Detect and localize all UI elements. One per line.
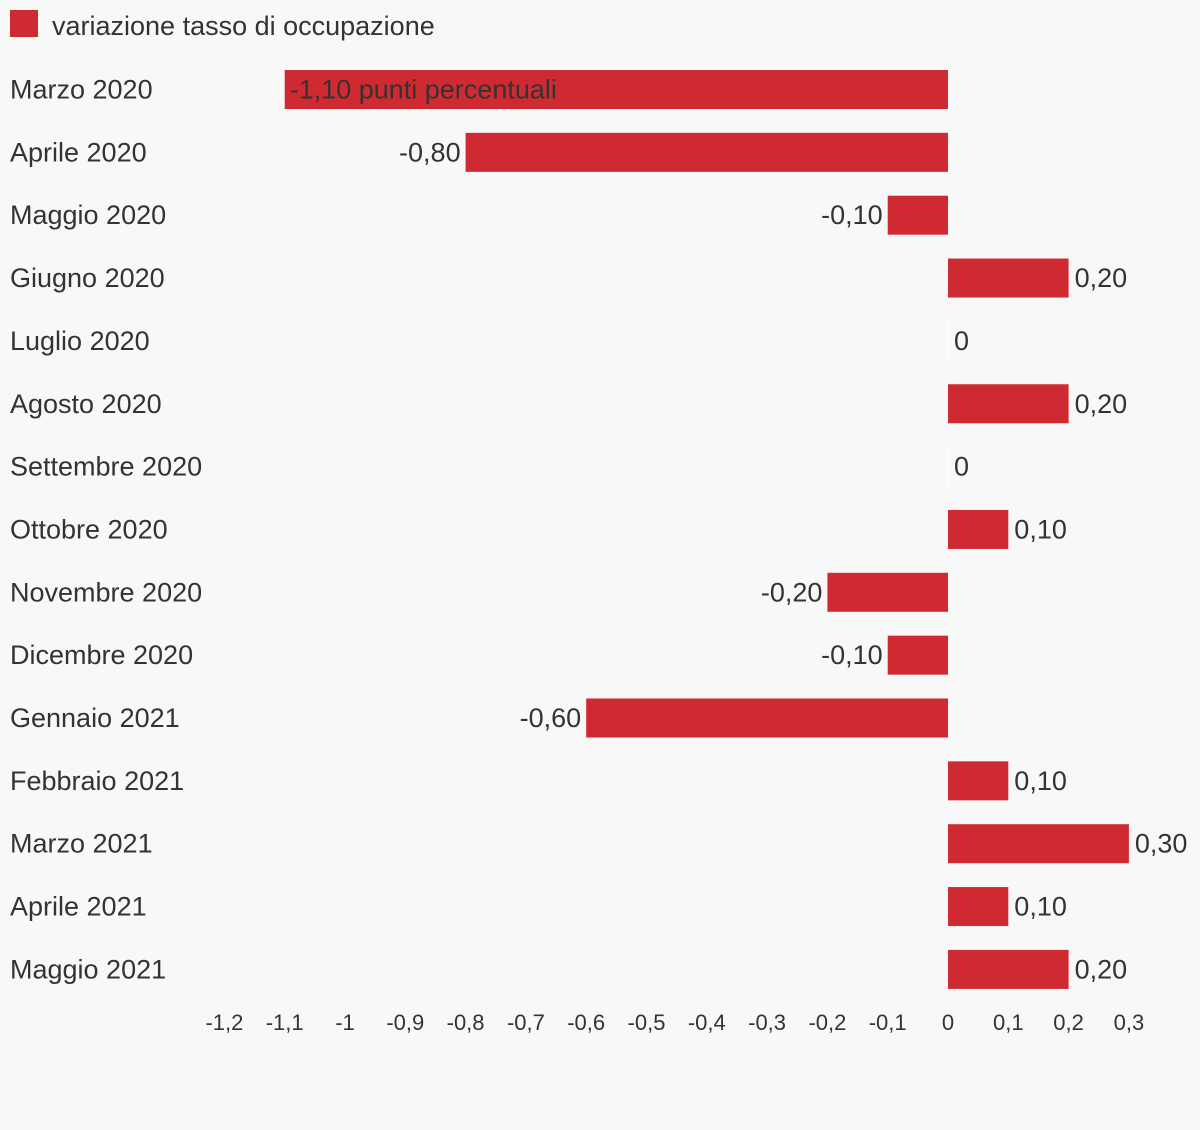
bar [947,321,949,361]
legend: variazione tasso di occupazione [10,10,435,41]
x-tick-label: -0,6 [567,1010,605,1035]
category-label: Ottobre 2020 [10,514,168,544]
value-label: 0,30 [1135,829,1188,859]
category-label: Luglio 2020 [10,326,150,356]
value-label: -0,20 [761,577,823,607]
bars [284,70,1129,989]
x-tick-label: -1,1 [266,1010,304,1035]
x-tick-label: 0,3 [1114,1010,1145,1035]
bar [948,384,1069,424]
category-label: Dicembre 2020 [10,640,193,670]
x-tick-label: 0,2 [1053,1010,1084,1035]
value-label: 0,20 [1075,954,1128,984]
legend-swatch [10,10,38,37]
value-label: 0,20 [1075,263,1128,293]
value-label: -0,10 [821,200,883,230]
bar [948,824,1129,864]
category-label: Settembre 2020 [10,452,202,482]
bar [887,635,948,675]
bar [948,949,1069,989]
category-labels: Marzo 2020 Aprile 2020 Maggio 2020 Giugno 2… [10,75,202,985]
bar [948,887,1009,927]
bar [586,698,948,738]
category-label: Agosto 2020 [10,389,162,419]
x-tick-label: -0,1 [869,1010,907,1035]
bar [947,447,949,487]
bar [948,761,1009,801]
x-tick-label: -0,7 [507,1010,545,1035]
category-label: Maggio 2021 [10,954,166,984]
value-label: 0,10 [1014,892,1067,922]
x-tick-label: -0,9 [386,1010,424,1035]
bar [465,132,948,172]
bar [827,572,948,612]
x-tick-label: -0,3 [748,1010,786,1035]
x-axis-ticks: -1,2 -1,1 -1 -0,9 -0,8 -0,7 -0,6 -0,5 -0,4 -0,3 -0… [205,1010,1144,1035]
category-label: Aprile 2021 [10,892,147,922]
value-label: -1,10 punti percentuali [290,75,557,105]
value-label: 0,10 [1014,514,1067,544]
value-label: 0 [954,326,969,356]
category-label: Novembre 2020 [10,577,202,607]
x-tick-label: -0,2 [808,1010,846,1035]
value-label: -0,10 [821,640,883,670]
value-label: 0,10 [1014,766,1067,796]
bar [887,195,948,235]
x-tick-label: 0 [942,1010,954,1035]
x-tick-label: 0,1 [993,1010,1024,1035]
x-tick-label: -0,8 [447,1010,485,1035]
value-label: 0 [954,452,969,482]
category-label: Marzo 2020 [10,75,153,105]
category-label: Febbraio 2021 [10,766,184,796]
value-label: 0,20 [1075,389,1128,419]
category-label: Aprile 2020 [10,137,147,167]
category-label: Giugno 2020 [10,263,165,293]
x-tick-label: -0,4 [688,1010,726,1035]
value-label: -0,60 [520,703,582,733]
value-label: -0,80 [399,137,461,167]
x-tick-label: -0,5 [628,1010,666,1035]
bar [948,509,1009,549]
category-label: Gennaio 2021 [10,703,180,733]
x-tick-label: -1,2 [205,1010,243,1035]
category-label: Marzo 2021 [10,829,153,859]
value-labels: -1,10 punti percentuali -0,80 -0,10 0,20 0 0,… [290,75,1188,985]
legend-label: variazione tasso di occupazione [52,11,435,41]
category-label: Maggio 2020 [10,200,166,230]
x-tick-label: -1 [335,1010,355,1035]
bar [948,258,1069,298]
bar [284,70,948,109]
